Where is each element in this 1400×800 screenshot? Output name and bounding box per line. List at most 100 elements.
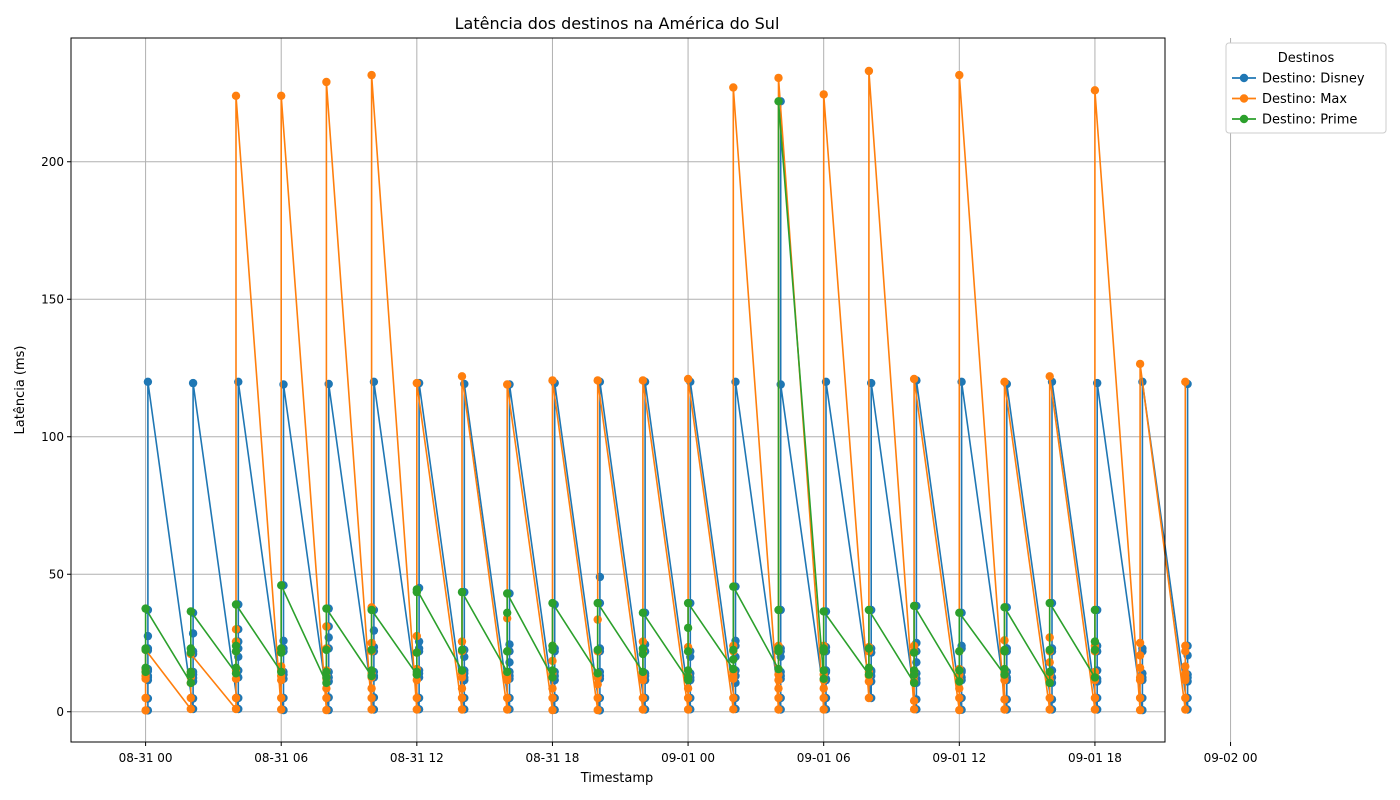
x-axis: 08-31 00 08-31 06 08-31 12 08-31 18 09-01 00… bbox=[119, 742, 1258, 765]
data-point bbox=[457, 587, 467, 597]
data-point bbox=[729, 705, 738, 714]
data-point bbox=[1045, 645, 1054, 655]
data-point bbox=[412, 693, 421, 703]
series-disney bbox=[143, 97, 1192, 715]
x-axis-title: Timestamp bbox=[580, 771, 654, 786]
data-point bbox=[367, 684, 376, 693]
data-point bbox=[186, 693, 195, 703]
data-point bbox=[548, 666, 557, 675]
data-point bbox=[457, 372, 467, 381]
data-point bbox=[412, 648, 421, 657]
data-point bbox=[322, 693, 331, 703]
x-tick-label: 08-31 12 bbox=[390, 751, 444, 765]
data-point bbox=[864, 605, 874, 615]
data-point bbox=[1135, 693, 1145, 703]
data-point bbox=[1090, 693, 1100, 703]
data-point bbox=[1135, 663, 1145, 672]
x-tick-label: 09-01 12 bbox=[932, 751, 986, 765]
data-point bbox=[729, 693, 738, 703]
data-point bbox=[683, 666, 693, 675]
data-point bbox=[1000, 377, 1009, 386]
y-tick-label: 150 bbox=[41, 292, 64, 306]
data-point bbox=[141, 644, 150, 653]
data-point bbox=[548, 598, 557, 608]
data-point bbox=[909, 601, 919, 611]
data-point bbox=[1090, 673, 1100, 682]
data-point bbox=[141, 693, 150, 703]
data-point bbox=[457, 645, 467, 655]
data-point bbox=[729, 645, 738, 655]
data-point bbox=[367, 666, 376, 675]
x-tick-label: 08-31 18 bbox=[525, 751, 579, 765]
series-prime bbox=[141, 97, 1100, 688]
x-tick-label: 09-01 06 bbox=[797, 751, 851, 765]
data-point bbox=[638, 667, 648, 677]
data-point bbox=[277, 705, 286, 714]
data-point bbox=[1181, 641, 1190, 650]
data-point bbox=[548, 705, 557, 715]
legend-entries: Destino: Disney Destino: Max Destino: Prim… bbox=[1232, 72, 1365, 128]
data-point bbox=[593, 669, 602, 678]
data-point bbox=[819, 684, 828, 693]
data-point bbox=[819, 705, 828, 714]
data-point bbox=[188, 378, 198, 388]
data-point bbox=[503, 589, 512, 598]
data-point bbox=[1000, 664, 1009, 674]
data-point bbox=[819, 607, 828, 616]
data-point bbox=[1045, 693, 1054, 703]
data-point bbox=[864, 693, 874, 703]
data-point bbox=[638, 644, 648, 653]
data-point bbox=[322, 667, 331, 677]
data-point bbox=[819, 674, 828, 683]
data-point bbox=[277, 91, 286, 101]
data-point bbox=[457, 666, 467, 675]
data-point bbox=[955, 608, 964, 617]
data-point bbox=[729, 664, 738, 674]
data-point bbox=[909, 666, 919, 675]
data-point bbox=[322, 705, 331, 715]
data-point bbox=[1181, 662, 1190, 671]
data-point bbox=[277, 693, 286, 703]
data-point bbox=[819, 666, 828, 675]
data-point bbox=[683, 684, 693, 693]
data-point bbox=[186, 667, 195, 677]
data-point bbox=[864, 66, 874, 76]
chart-title: Latência dos destinos na América do Sul bbox=[455, 14, 780, 33]
data-point bbox=[548, 693, 557, 703]
data-point bbox=[774, 693, 783, 703]
data-point bbox=[186, 678, 195, 688]
data-point bbox=[683, 374, 693, 384]
data-point bbox=[1090, 645, 1100, 655]
data-point bbox=[1000, 603, 1009, 612]
data-point bbox=[955, 684, 964, 693]
data-point bbox=[864, 670, 874, 679]
data-point bbox=[1181, 705, 1190, 714]
data-point bbox=[638, 376, 648, 385]
data-point bbox=[1090, 86, 1100, 95]
data-point bbox=[819, 644, 828, 653]
data-point bbox=[367, 693, 376, 703]
data-point bbox=[231, 704, 241, 714]
x-tick-label: 09-01 00 bbox=[661, 751, 715, 765]
data-point bbox=[729, 582, 738, 591]
data-point bbox=[141, 706, 150, 715]
data-point bbox=[277, 581, 286, 590]
data-point bbox=[141, 604, 150, 613]
data-point bbox=[955, 693, 964, 703]
series-layer bbox=[141, 66, 1192, 715]
data-point bbox=[593, 376, 602, 385]
data-point bbox=[729, 83, 738, 92]
data-point bbox=[1135, 651, 1145, 660]
data-point bbox=[412, 705, 421, 714]
x-tick-label: 08-31 00 bbox=[119, 751, 173, 765]
data-point bbox=[638, 705, 648, 714]
data-point bbox=[503, 647, 512, 656]
data-point bbox=[729, 655, 738, 664]
series-line bbox=[144, 70, 1187, 711]
data-point bbox=[683, 647, 693, 656]
y-tick-label: 200 bbox=[41, 155, 64, 169]
data-point bbox=[457, 705, 467, 714]
data-point bbox=[143, 377, 153, 386]
data-point bbox=[231, 600, 241, 609]
